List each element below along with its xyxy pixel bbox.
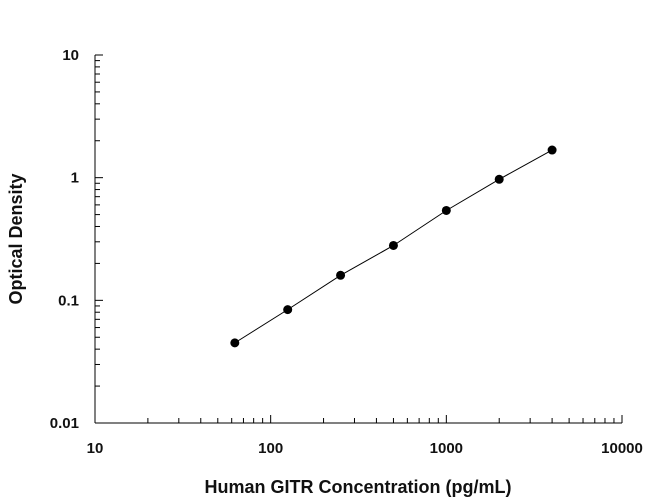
- data-point: [388, 240, 398, 250]
- x-tick-label: 10: [87, 440, 104, 457]
- data-point: [230, 338, 240, 348]
- x-axis-title: Human GITR Concentration (pg/mL): [205, 477, 512, 497]
- y-axis-title: Optical Density: [6, 173, 26, 304]
- data-point: [336, 270, 346, 280]
- x-tick-label: 10000: [601, 440, 643, 457]
- data-point: [494, 174, 504, 184]
- series: [230, 145, 557, 348]
- x-tick-label: 100: [258, 440, 283, 457]
- y-tick-label: 1: [71, 170, 79, 187]
- x-tick-label: 1000: [430, 440, 463, 457]
- ticks: [94, 54, 623, 424]
- data-point: [441, 205, 451, 215]
- y-tick-label: 0.1: [58, 292, 79, 309]
- axes: [94, 55, 622, 424]
- tick-labels: 10 100 1000 10000 0.01 0.1 1 10: [50, 47, 643, 457]
- y-tick-label: 0.01: [50, 415, 79, 432]
- data-point: [283, 305, 293, 315]
- y-tick-label: 10: [62, 47, 79, 64]
- data-point: [547, 145, 557, 155]
